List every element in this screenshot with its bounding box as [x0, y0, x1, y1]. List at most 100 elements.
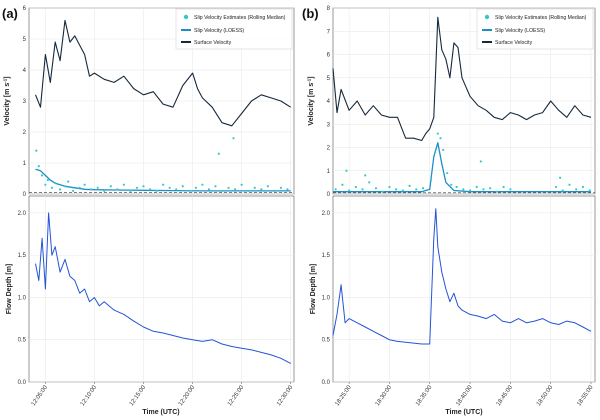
panel-b-velocity-slip-estimate-point [468, 189, 472, 192]
panel-b-legend-box [476, 8, 594, 50]
panel-b-depth-ytick-label: 0.5 [322, 338, 331, 344]
panel-b-velocity-slip-estimate-point [361, 188, 364, 191]
panel-b-velocity-slip-estimate-point [368, 181, 371, 184]
panel-a-velocity-slip-estimate-point [116, 188, 119, 191]
panel-b-velocity-slip-estimate-point [388, 185, 391, 189]
panel-a-depth-ylabel: Flow Depth [m] [6, 264, 13, 315]
panel-a-velocity-slip-estimate-point [247, 189, 250, 192]
panel-a-velocity-slip-estimate-point [72, 189, 75, 192]
panel-b-velocity-slip-estimate-point [554, 185, 558, 189]
panel-a-velocity-loess-line [35, 168, 291, 192]
panel-b-velocity-ytick-label: 1 [327, 169, 331, 175]
panel-a-velocity-slip-estimate-point [142, 185, 145, 188]
panel-b-depth-gridlines [333, 196, 595, 383]
panel-a-velocity-ytick-label: 5 [23, 37, 27, 43]
panel-a-xtick-label: 12:30:00 [276, 384, 295, 407]
panel-b-legend: Slip Velocity Estimates (Rolling Median)… [476, 8, 594, 50]
panel-a-velocity-slip-estimate-point [234, 188, 237, 191]
panel-a-velocity-slip-estimate-point [35, 149, 38, 152]
panel-b-depth-ytick-label: 2.0 [322, 211, 331, 217]
panel-a-depth-depth-line [35, 212, 291, 364]
panel-b-velocity-slip-estimate-point [446, 171, 449, 175]
panel-a-velocity-slip-estimate-point [220, 189, 224, 192]
panel-b-velocity-slip-estimate-point [439, 137, 442, 140]
panel-b-velocity-slip-estimate-point [381, 190, 384, 193]
panel-a-velocity-slip-estimate-point [135, 186, 139, 189]
panel-a-legend-scatter-swatch [183, 14, 189, 20]
panel-a-velocity-slip-estimate-point [207, 188, 211, 191]
panel-a-velocity-ytick-label: 0 [23, 192, 27, 198]
panel-b-legend-loess-label: Slip Velocity (LOESS) [495, 28, 545, 34]
panel-b-velocity-ytick-label: 4 [327, 99, 331, 105]
panel-b-depth-depth-line [332, 208, 592, 345]
panel-b-velocity-slip-estimate-point [502, 185, 505, 189]
panel-b-label: (b) [302, 6, 319, 21]
panel-b-velocity-slip-estimate-point [436, 132, 439, 135]
panel-a-velocity-ytick-label: 2 [23, 130, 27, 136]
panel-a-velocity-slip-estimate-point [40, 174, 44, 177]
panel-b-velocity-slip-estimate-point [415, 188, 418, 191]
panel-b-xticks: 18:25:00 18:30:00 18:35:00 18:40:00 18:45:00… [334, 382, 595, 407]
panel-b-xtick-label: 18:45:00 [496, 384, 515, 407]
panel-a-velocity-slip-estimate-point [67, 180, 70, 183]
panel-b-velocity-slip-estimate-point [581, 185, 585, 189]
panel-b-velocity-ytick-label: 7 [327, 29, 331, 35]
panel-a-label: (a) [2, 6, 18, 21]
panel-a-velocity-slip-estimate-point [162, 183, 165, 186]
panel-a-depth-frame [28, 195, 295, 383]
panel-a-velocity-slip-estimate-point [83, 183, 86, 186]
panel-b-depth-frame [332, 195, 596, 383]
panel-a-xtick-label: 12:10:00 [80, 384, 99, 407]
panel-b-depth-yticks: 0.0 0.5 1.0 1.5 2.0 [322, 211, 331, 386]
panel-a-velocity-slip-estimate-point [227, 186, 230, 189]
panel-a-velocity-slip-estimate-point [232, 137, 235, 140]
panel-a-velocity-slip-estimate-point [148, 188, 152, 191]
panel-a-xtick-label: 12:25:00 [227, 384, 246, 407]
panel-b-velocity-slip-estimate-point [395, 188, 398, 191]
panel-a-velocity-slip-estimate-point [181, 185, 184, 188]
panel-b-velocity-slip-estimate-point [421, 187, 425, 190]
panel-a: (a) 0 1 2 3 4 5 6 Velocity [m s-1] Slip Veloci… [2, 6, 295, 416]
panel-a-velocity-slip-estimate-point [46, 178, 49, 182]
panel-a-velocity-slip-estimate-point [214, 185, 217, 188]
panel-a-velocity-surface-line [34, 19, 291, 127]
panel-a-legend-surface-label: Surface Velocity [194, 40, 232, 46]
panel-a-velocity-yticks: 0 1 2 3 4 5 6 [23, 6, 27, 198]
panel-a-depth-yticks: 0.0 0.5 1.0 1.5 2.0 [18, 211, 27, 386]
panel-a-legend-loess-label: Slip Velocity (LOESS) [194, 28, 244, 34]
panel-a-velocity-marks [29, 19, 294, 193]
panel-a-velocity-slip-estimate-point [260, 188, 263, 191]
panel-b-legend-scatter-swatch [484, 14, 490, 20]
panel-b-velocity-slip-estimate-point [345, 169, 348, 172]
panel-b-velocity-slip-estimate-point [364, 174, 367, 177]
panel-a-velocity-slip-estimate-point [129, 189, 132, 192]
panel-a-legend: Slip Velocity Estimates (Rolling Median)… [175, 8, 293, 50]
panel-a-velocity-ytick-label: 1 [23, 161, 27, 167]
panel-a-xtick-label: 12:05:00 [31, 384, 50, 407]
panel-a-velocity-slip-estimate-point [90, 188, 93, 191]
panel-b-velocity-slip-estimate-point [462, 188, 465, 191]
panel-b-velocity-ytick-label: 6 [327, 53, 331, 59]
panel-b-velocity-slip-estimate-point [341, 183, 344, 186]
panel-a-velocity-slip-estimate-point [54, 182, 57, 185]
panel-a-velocity-slip-estimate-point [168, 186, 171, 189]
panel-b-velocity-slip-estimate-point [475, 185, 478, 189]
panel-b-velocity-slip-estimate-point [575, 188, 578, 191]
panel-b-velocity-slip-estimate-point [588, 189, 591, 192]
panel-b-velocity-ytick-label: 5 [327, 76, 331, 82]
panel-b-velocity-slip-estimate-point [408, 184, 411, 187]
panel-a-velocity-ytick-label: 6 [23, 6, 27, 12]
panel-a-velocity-slip-estimate-point [175, 188, 178, 191]
panel-b-xtick-label: 18:35:00 [415, 384, 434, 407]
panel-a-velocity-slip-estimate-point [50, 186, 54, 189]
panel-b-velocity-ytick-label: 8 [327, 6, 331, 12]
panel-b-legend-scatter-label: Slip Velocity Estimates (Rolling Median) [495, 15, 587, 21]
panel-b-velocity-slip-estimate-point [434, 151, 437, 154]
panel-b-velocity-slip-estimate-point [348, 189, 351, 192]
panel-a-depth-ytick-label: 1.5 [18, 253, 27, 259]
panel-b-velocity-ylabel: Velocity [m s-1] [307, 76, 316, 125]
panel-a-velocity-slip-estimate-point [253, 186, 256, 189]
panel-a-xtick-label: 12:20:00 [178, 384, 197, 407]
panel-b: (b) 0 1 2 3 4 5 6 7 8 Velocity [m s-1] Slip Velo… [302, 6, 596, 416]
